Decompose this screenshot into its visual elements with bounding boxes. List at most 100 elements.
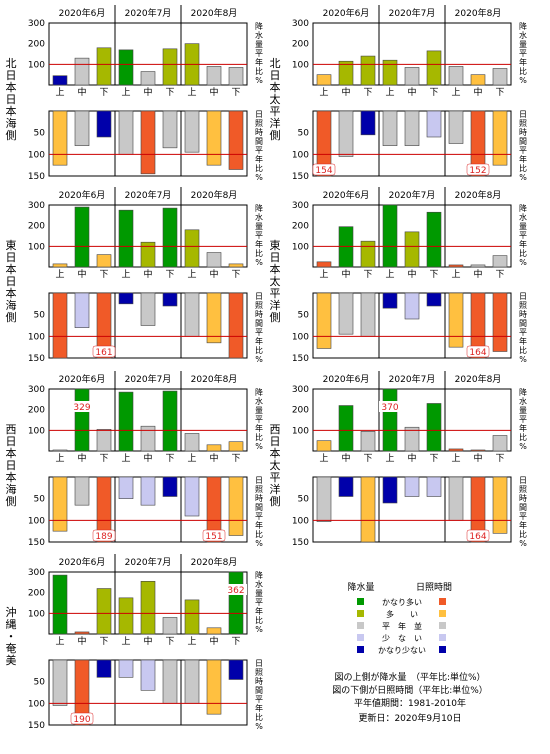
precip-bar (162, 390, 178, 452)
decade-label: 中 (143, 86, 152, 98)
precip-tick-label: 300 (292, 19, 309, 29)
svg-text:比: 比 (255, 66, 263, 76)
svg-text:平: 平 (255, 695, 263, 704)
svg-text:年: 年 (519, 520, 527, 530)
svg-text:時: 時 (519, 128, 527, 137)
decade-label: 上 (451, 269, 460, 280)
sun-value-label: 164 (469, 348, 486, 358)
svg-text:照: 照 (255, 301, 263, 310)
precip-tick-label: 100 (28, 60, 45, 70)
sun-tick-label: 150 (292, 354, 309, 364)
sun-bar (492, 292, 508, 352)
svg-text:日: 日 (519, 476, 527, 485)
decade-label: 上 (187, 87, 196, 98)
month-label: 2020年7月 (125, 556, 172, 568)
svg-text:降: 降 (255, 387, 263, 397)
svg-text:量: 量 (519, 406, 527, 415)
precip-bar (426, 50, 442, 86)
svg-text:%: % (519, 442, 527, 451)
svg-text:量: 量 (255, 40, 263, 49)
decade-label: 中 (77, 268, 86, 280)
value-label-bg (466, 163, 490, 176)
sun-value-label: 152 (469, 166, 486, 176)
svg-text:海: 海 (6, 482, 17, 496)
svg-text:降: 降 (519, 203, 527, 213)
value-label-bg (379, 401, 401, 412)
svg-text:間: 間 (255, 686, 263, 695)
precip-bar (492, 435, 508, 452)
region-panel: 2020年6月 2020年7月 2020年8月東日本日本海側100200300上中下… (6, 187, 263, 364)
legend-label: かなり多い (382, 597, 422, 607)
svg-text:日: 日 (6, 275, 17, 288)
svg-text:平: 平 (519, 328, 527, 337)
svg-text:年: 年 (519, 154, 527, 164)
legend-sun-swatch (439, 622, 446, 629)
decade-label: 下 (165, 637, 174, 647)
decade-label: 上 (121, 269, 130, 280)
svg-text:年: 年 (255, 57, 263, 67)
precip-bar (162, 207, 178, 268)
legend-sun-swatch (439, 610, 446, 617)
sun-tick-label: 50 (298, 495, 310, 505)
decade-label: 下 (363, 454, 372, 464)
svg-text:日: 日 (519, 292, 527, 301)
sun-bar (118, 476, 134, 499)
svg-text:間: 間 (519, 137, 527, 146)
svg-text:照: 照 (519, 485, 527, 494)
precip-tick-label: 300 (28, 385, 45, 395)
decade-label: 上 (385, 269, 394, 280)
sun-value-label: 189 (95, 532, 112, 542)
decade-label: 中 (209, 268, 218, 280)
decade-label: 上 (319, 269, 328, 280)
svg-text:日: 日 (6, 93, 17, 106)
svg-text:%: % (255, 173, 263, 182)
svg-text:比: 比 (255, 712, 263, 722)
sun-bar (448, 292, 464, 348)
sun-tick-label: 100 (28, 699, 45, 709)
sun-bar (118, 659, 134, 678)
sun-bar (448, 476, 464, 521)
month-label: 2020年7月 (125, 7, 172, 19)
svg-text:比: 比 (519, 345, 527, 355)
month-label: 2020年6月 (323, 7, 370, 19)
decade-label: 下 (363, 270, 372, 280)
precip-bar (404, 67, 420, 86)
month-label: 2020年6月 (323, 373, 370, 385)
sun-bar (404, 292, 420, 320)
svg-text:%: % (519, 76, 527, 85)
precip-bar (74, 57, 90, 86)
sun-bar (96, 110, 112, 138)
sun-tick-label: 100 (28, 332, 45, 342)
svg-text:東: 東 (6, 239, 17, 252)
precip-bar (96, 588, 112, 635)
sun-bar (74, 110, 90, 146)
decade-label: 中 (407, 268, 416, 280)
sun-bar (492, 476, 508, 534)
decade-label: 下 (165, 454, 174, 464)
svg-text:量: 量 (519, 222, 527, 231)
value-label-bg (71, 401, 93, 412)
svg-text:%: % (255, 539, 263, 548)
precip-bar (206, 627, 222, 635)
sun-tick-label: 100 (28, 516, 45, 526)
svg-text:年: 年 (255, 606, 263, 616)
svg-text:降: 降 (255, 570, 263, 580)
svg-text:洋: 洋 (270, 298, 281, 312)
sun-value-label: 164 (469, 532, 486, 542)
legend-precip-swatch (357, 646, 364, 653)
legend-sun-swatch (439, 634, 446, 641)
sun-value-label: 151 (205, 532, 222, 542)
precip-bar (382, 204, 398, 268)
precip-tick-label: 100 (28, 426, 45, 436)
decade-label: 中 (473, 86, 482, 98)
month-label: 2020年6月 (59, 7, 106, 19)
svg-text:比: 比 (519, 248, 527, 258)
sun-tick-label: 150 (28, 172, 45, 182)
sun-bar (228, 292, 244, 359)
sun-bar (162, 659, 178, 704)
svg-text:日: 日 (255, 292, 263, 301)
